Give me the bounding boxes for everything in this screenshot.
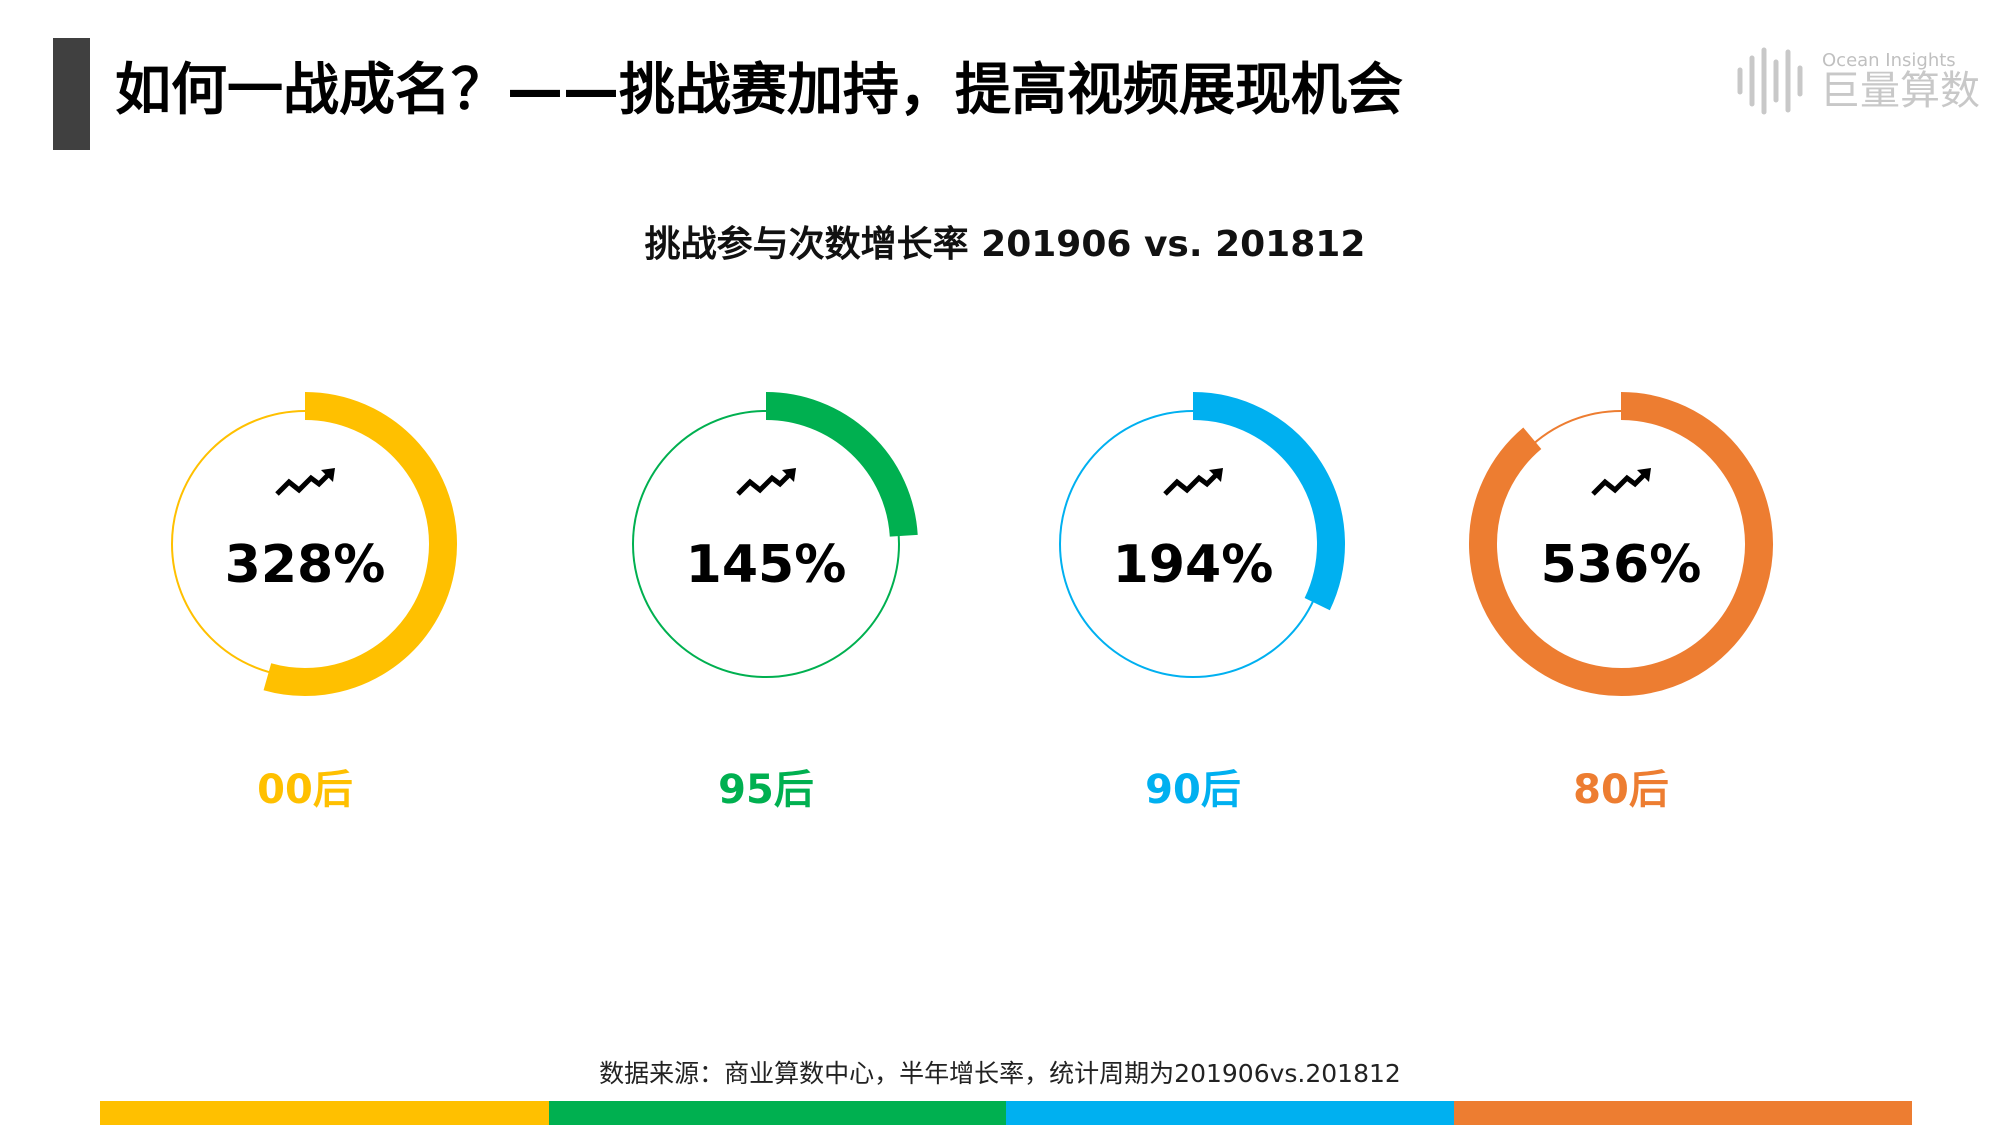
category-label: 00后 [257, 767, 353, 813]
logo-en: Ocean Insights [1822, 50, 1956, 71]
category-label: 80后 [1573, 767, 1669, 813]
trend-icon [736, 470, 794, 496]
value-label: 536% [1541, 535, 1702, 595]
trend-arrow [1209, 468, 1223, 482]
value-label: 328% [225, 535, 386, 595]
bottom-bar-segment [100, 1101, 549, 1125]
trend-icon [1163, 470, 1221, 496]
bottom-color-bar [100, 1101, 1912, 1125]
trend-arrow [782, 468, 796, 482]
source-note: 数据来源：商业算数中心，半年增长率，统计周期为201906vs.201812 [599, 1059, 1401, 1088]
trend-icon [1591, 470, 1649, 496]
trend-arrow [321, 468, 335, 482]
category-label: 90后 [1145, 767, 1241, 813]
value-label: 194% [1113, 535, 1274, 595]
value-label: 145% [686, 535, 847, 595]
logo: Ocean Insights 巨量算数 [1737, 47, 1980, 115]
bottom-bar-segment [1454, 1101, 1912, 1125]
page-title: 如何一战成名？——挑战赛加持，提高视频展现机会 [115, 58, 1403, 123]
donut-arc [1192, 392, 1345, 611]
chart-title: 挑战参与次数增长率 201906 vs. 201812 [645, 224, 1366, 265]
title-accent-bar [53, 38, 90, 150]
bottom-bar-segment [1006, 1101, 1454, 1125]
donut-arc [765, 392, 918, 537]
trend-arrow [1637, 468, 1651, 482]
category-label: 95后 [718, 767, 814, 813]
donut-arc [263, 392, 457, 696]
logo-icon [1737, 47, 1803, 115]
logo-cn: 巨量算数 [1820, 68, 1980, 114]
trend-icon [275, 470, 333, 496]
bottom-bar-segment [549, 1101, 1006, 1125]
donut-arc [1469, 392, 1773, 696]
